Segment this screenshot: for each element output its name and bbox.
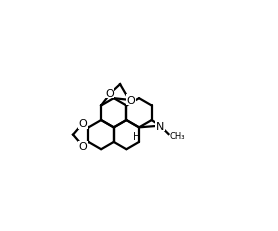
Text: O: O xyxy=(78,119,87,129)
Text: CH₃: CH₃ xyxy=(170,131,185,140)
Text: O: O xyxy=(126,95,135,105)
Text: H: H xyxy=(133,131,140,141)
Text: O: O xyxy=(78,142,87,152)
Text: N: N xyxy=(156,121,164,131)
Text: O: O xyxy=(105,88,114,98)
